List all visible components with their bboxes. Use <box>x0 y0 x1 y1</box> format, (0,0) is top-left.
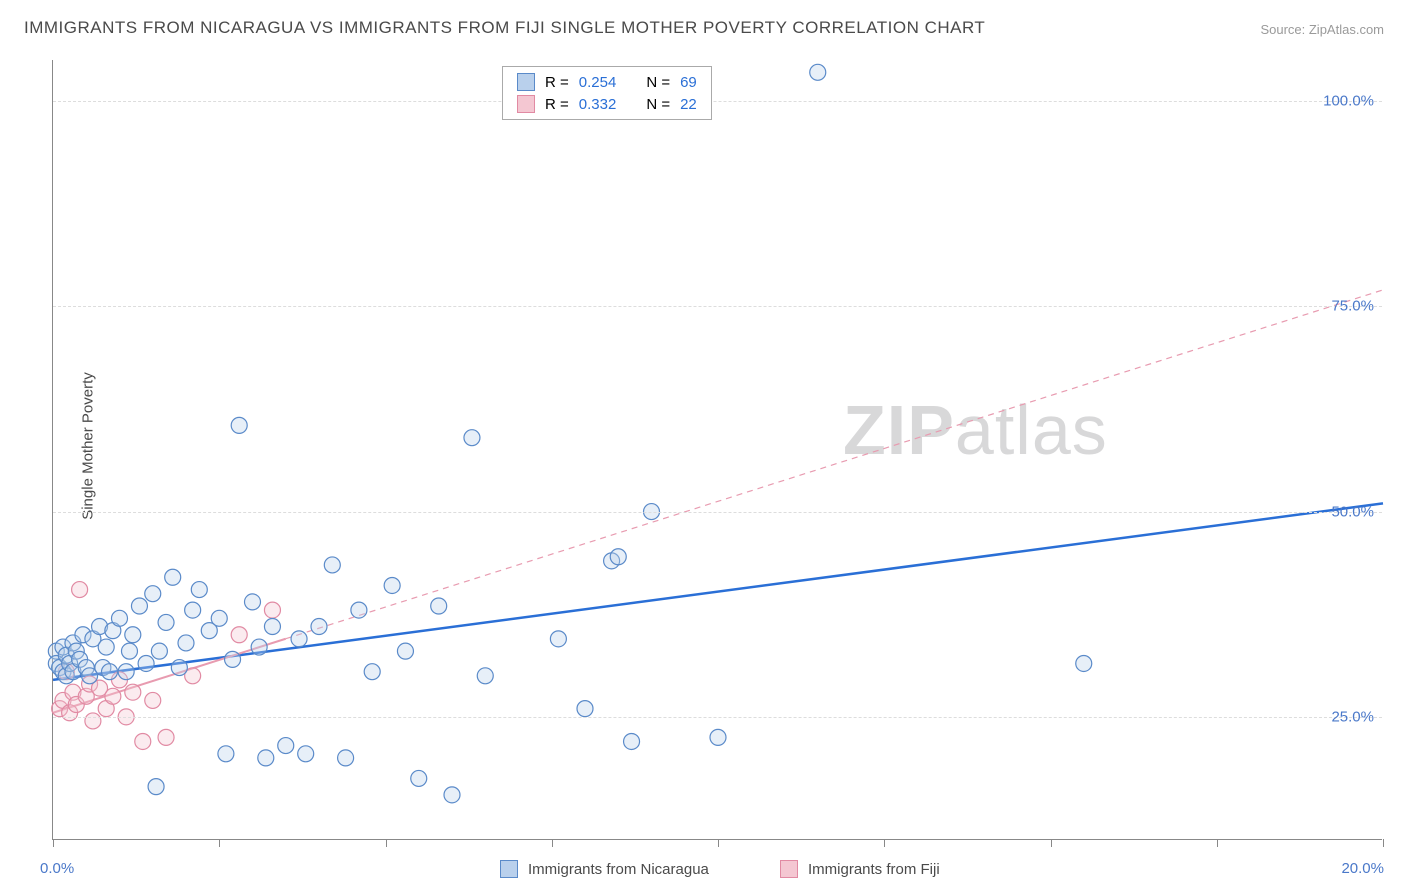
xtick <box>884 839 885 847</box>
ytick-label: 100.0% <box>1323 93 1374 110</box>
xtick <box>386 839 387 847</box>
swatch-nicaragua-bottom <box>500 860 518 878</box>
xtick <box>219 839 220 847</box>
gridline <box>53 512 1382 513</box>
legend-row-fiji: R = 0.332 N = 22 <box>503 93 711 115</box>
ytick-label: 75.0% <box>1331 298 1374 315</box>
legend-row-nicaragua: R = 0.254 N = 69 <box>503 71 711 93</box>
xtick <box>718 839 719 847</box>
legend-correlation-box: R = 0.254 N = 69 R = 0.332 N = 22 <box>502 66 712 120</box>
gridline <box>53 306 1382 307</box>
xtick <box>1383 839 1384 847</box>
xtick <box>53 839 54 847</box>
swatch-fiji-bottom <box>780 860 798 878</box>
r-value-nicaragua: 0.254 <box>579 74 617 91</box>
n-value-fiji: 22 <box>680 96 697 113</box>
plot-area: ZIPatlas 25.0%50.0%75.0%100.0% <box>52 60 1382 840</box>
legend-nicaragua-label: Immigrants from Nicaragua <box>528 861 709 878</box>
n-label: N = <box>646 74 670 91</box>
r-value-fiji: 0.332 <box>579 96 617 113</box>
n-value-nicaragua: 69 <box>680 74 697 91</box>
chart-svg <box>53 60 1382 839</box>
source-label: Source: ZipAtlas.com <box>1260 22 1384 37</box>
xtick <box>1217 839 1218 847</box>
ytick-label: 50.0% <box>1331 503 1374 520</box>
gridline <box>53 717 1382 718</box>
gridline <box>53 101 1382 102</box>
legend-series-fiji: Immigrants from Fiji <box>780 860 940 878</box>
r-label: R = <box>545 96 569 113</box>
legend-fiji-label: Immigrants from Fiji <box>808 861 940 878</box>
r-label: R = <box>545 74 569 91</box>
xtick-min-label: 0.0% <box>40 860 74 877</box>
n-label: N = <box>646 96 670 113</box>
legend-series-nicaragua: Immigrants from Nicaragua <box>500 860 709 878</box>
xtick <box>1051 839 1052 847</box>
xtick-max-label: 20.0% <box>1341 860 1384 877</box>
swatch-nicaragua <box>517 73 535 91</box>
swatch-fiji <box>517 95 535 113</box>
ytick-label: 25.0% <box>1331 708 1374 725</box>
chart-title: IMMIGRANTS FROM NICARAGUA VS IMMIGRANTS … <box>24 18 985 38</box>
xtick <box>552 839 553 847</box>
